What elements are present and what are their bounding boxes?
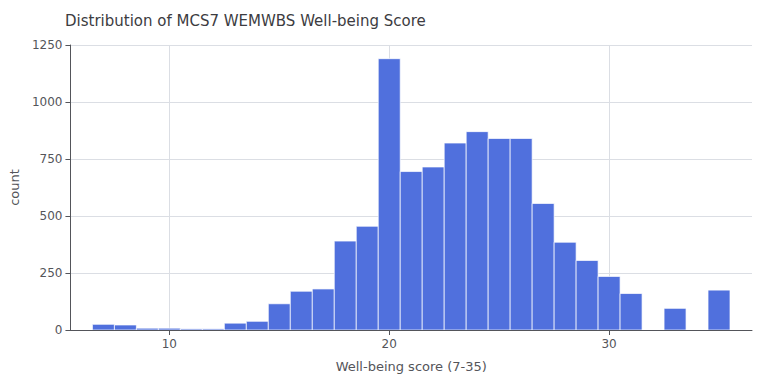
svg-text:750: 750 [40,152,63,166]
svg-text:10: 10 [162,337,177,351]
svg-text:0: 0 [55,323,63,337]
svg-text:500: 500 [40,209,63,223]
svg-text:30: 30 [601,337,616,351]
svg-text:250: 250 [40,266,63,280]
svg-text:1250: 1250 [32,38,63,52]
svg-text:20: 20 [382,337,397,351]
svg-text:count: count [7,169,22,206]
svg-text:Distribution of MCS7 WEMWBS We: Distribution of MCS7 WEMWBS Well-being S… [65,12,426,30]
svg-text:Well-being score (7-35): Well-being score (7-35) [336,359,487,374]
svg-text:1000: 1000 [32,95,63,109]
